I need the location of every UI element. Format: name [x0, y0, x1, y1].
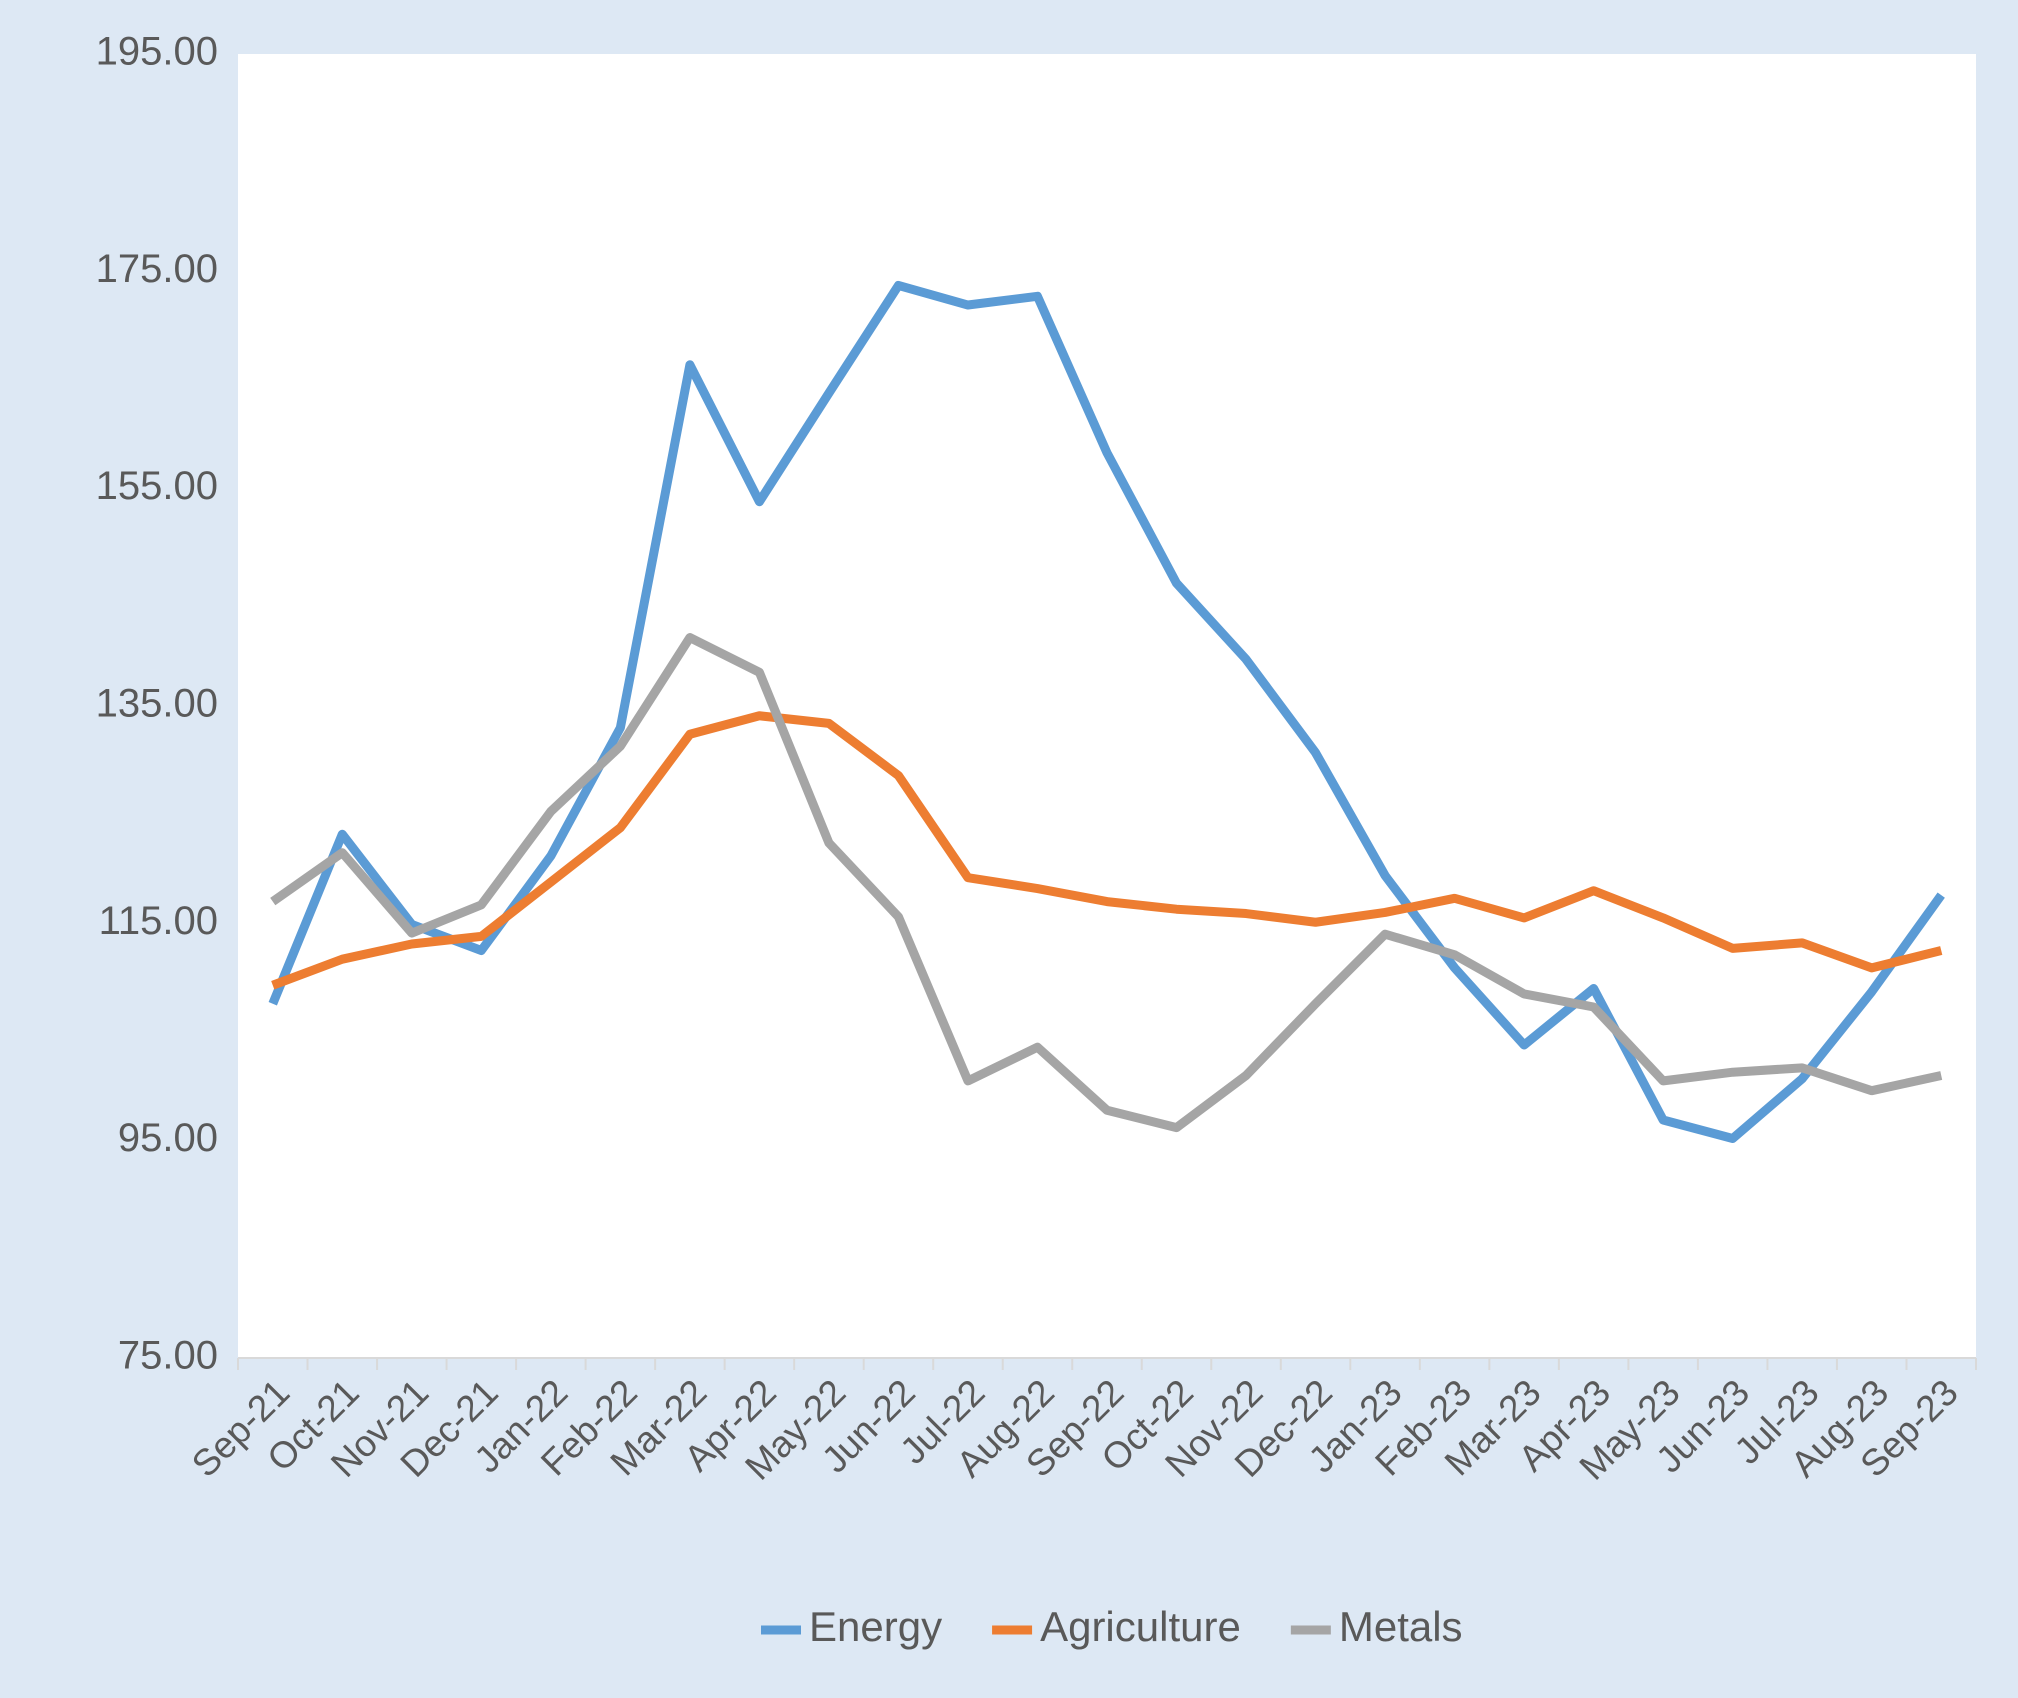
y-tick-label: 195.00: [96, 30, 218, 74]
series-line: [271, 711, 1943, 990]
y-tick-label: 135.00: [96, 682, 218, 726]
y-tick-label: 95.00: [118, 1116, 218, 1160]
legend-label: Agriculture: [1040, 1603, 1241, 1650]
plot-area: [238, 54, 1976, 1358]
legend-label: Energy: [809, 1603, 942, 1650]
series-line: [268, 280, 1945, 1143]
y-tick-label: 75.00: [118, 1334, 218, 1378]
y-tick-label: 115.00: [99, 899, 218, 943]
legend-label: Metals: [1339, 1603, 1463, 1650]
series-line: [270, 633, 1943, 1133]
y-tick-label: 155.00: [96, 464, 218, 508]
y-tick-label: 175.00: [96, 247, 218, 291]
